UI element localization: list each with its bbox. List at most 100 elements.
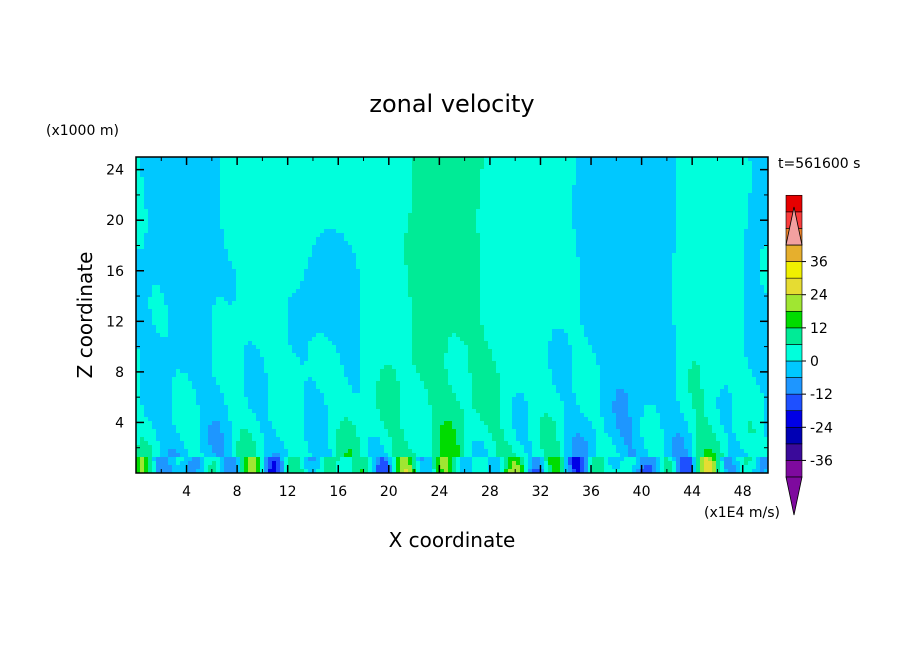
- heatmap-cell: [672, 161, 677, 166]
- heatmap-cell: [520, 189, 525, 194]
- heatmap-cell: [200, 265, 205, 270]
- heatmap-cell: [448, 181, 453, 186]
- heatmap-cell: [188, 269, 193, 274]
- heatmap-cell: [444, 173, 449, 178]
- heatmap-cell: [636, 253, 641, 258]
- heatmap-cell: [136, 249, 141, 254]
- heatmap-cell: [616, 197, 621, 202]
- heatmap-cell: [608, 213, 613, 218]
- heatmap-cell: [400, 277, 405, 282]
- heatmap-cell: [596, 209, 601, 214]
- heatmap-cell: [692, 229, 697, 234]
- heatmap-cell: [348, 197, 353, 202]
- heatmap-cell: [304, 249, 309, 254]
- heatmap-cell: [464, 229, 469, 234]
- heatmap-cell: [664, 209, 669, 214]
- heatmap-cell: [512, 265, 517, 270]
- heatmap-cell: [580, 185, 585, 190]
- heatmap-cell: [624, 165, 629, 170]
- heatmap-cell: [620, 169, 625, 174]
- heatmap-cell: [632, 237, 637, 242]
- heatmap-cell: [304, 261, 309, 266]
- heatmap-cell: [512, 245, 517, 250]
- heatmap-cell: [456, 261, 461, 266]
- heatmap-cell: [284, 205, 289, 210]
- heatmap-cell: [216, 197, 221, 202]
- heatmap-cell: [668, 193, 673, 198]
- heatmap-cell: [288, 201, 293, 206]
- heatmap-cell: [748, 245, 753, 250]
- heatmap-cell: [528, 181, 533, 186]
- heatmap-cell: [212, 213, 217, 218]
- heatmap-cell: [392, 173, 397, 178]
- heatmap-cell: [152, 201, 157, 206]
- heatmap-cell: [516, 165, 521, 170]
- heatmap-cell: [524, 269, 529, 274]
- heatmap-cell: [144, 269, 149, 274]
- heatmap-cell: [388, 177, 393, 182]
- heatmap-cell: [144, 197, 149, 202]
- heatmap-cell: [360, 197, 365, 202]
- heatmap-cell: [288, 241, 293, 246]
- heatmap-cell: [564, 157, 569, 162]
- heatmap-cell: [140, 185, 145, 190]
- heatmap-cell: [492, 225, 497, 230]
- heatmap-cell: [600, 197, 605, 202]
- heatmap-cell: [488, 173, 493, 178]
- heatmap-cell: [384, 253, 389, 258]
- heatmap-cell: [264, 201, 269, 206]
- heatmap-cell: [752, 185, 757, 190]
- heatmap-cell: [216, 249, 221, 254]
- heatmap-cell: [544, 241, 549, 246]
- heatmap-cell: [708, 213, 713, 218]
- heatmap-cell: [228, 273, 233, 278]
- heatmap-cell: [376, 177, 381, 182]
- heatmap-cell: [212, 237, 217, 242]
- heatmap-cell: [372, 209, 377, 214]
- heatmap-cell: [488, 281, 493, 286]
- heatmap-cell: [168, 269, 173, 274]
- heatmap-cell: [760, 249, 765, 254]
- heatmap-cell: [240, 177, 245, 182]
- heatmap-cell: [548, 165, 553, 170]
- heatmap-cell: [552, 161, 557, 166]
- heatmap-cell: [556, 213, 561, 218]
- heatmap-cell: [752, 221, 757, 226]
- heatmap-cell: [472, 261, 477, 266]
- heatmap-cell: [140, 169, 145, 174]
- heatmap-cell: [164, 229, 169, 234]
- heatmap-cell: [296, 241, 301, 246]
- heatmap-cell: [508, 241, 513, 246]
- heatmap-cell: [556, 245, 561, 250]
- heatmap-cell: [672, 173, 677, 178]
- heatmap-cell: [716, 209, 721, 214]
- heatmap-cell: [508, 205, 513, 210]
- heatmap-cell: [136, 241, 141, 246]
- heatmap-cell: [616, 225, 621, 230]
- heatmap-cell: [336, 201, 341, 206]
- heatmap-cell: [304, 245, 309, 250]
- heatmap-cell: [196, 185, 201, 190]
- heatmap-cell: [708, 277, 713, 282]
- heatmap-cell: [700, 173, 705, 178]
- heatmap-cell: [424, 261, 429, 266]
- heatmap-cell: [352, 225, 357, 230]
- heatmap-cell: [580, 269, 585, 274]
- heatmap-cell: [536, 209, 541, 214]
- heatmap-cell: [424, 281, 429, 286]
- heatmap-cell: [472, 217, 477, 222]
- heatmap-cell: [568, 269, 573, 274]
- heatmap-cell: [220, 237, 225, 242]
- heatmap-cell: [384, 201, 389, 206]
- heatmap-cell: [536, 193, 541, 198]
- heatmap-cell: [344, 233, 349, 238]
- heatmap-cell: [364, 265, 369, 270]
- heatmap-cell: [748, 233, 753, 238]
- heatmap-cell: [144, 185, 149, 190]
- heatmap-cell: [488, 201, 493, 206]
- heatmap-cell: [648, 269, 653, 274]
- heatmap-cell: [176, 185, 181, 190]
- heatmap-cell: [324, 209, 329, 214]
- heatmap-cell: [144, 221, 149, 226]
- heatmap-cell: [668, 197, 673, 202]
